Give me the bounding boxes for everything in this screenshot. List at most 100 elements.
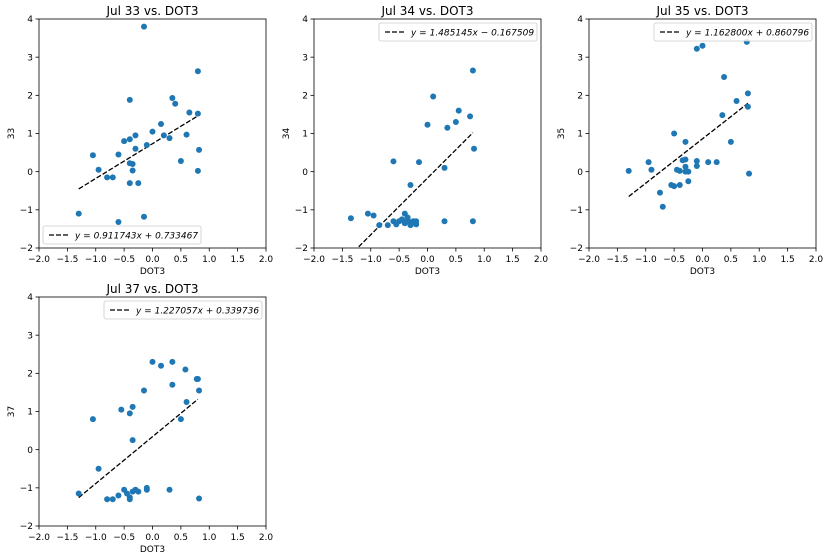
y-tick-label: 2 [577,92,583,102]
data-point [705,159,712,166]
chart-svg: Jul 34 vs. DOT3 −2.0 −1.5 −1.0 −0.5 0.0 0.5 1.0… [282,4,549,277]
data-point [95,465,102,472]
data-point [169,381,176,388]
y-axis-label: 33 [7,128,17,139]
data-point [733,98,740,105]
chart-svg: Jul 37 vs. DOT3 −2.0 −1.5 −1.0 −0.5 0.0 0.5 1.0… [7,282,274,555]
axes-frame [38,296,267,527]
axes-frame [38,18,267,249]
data-point [713,159,720,166]
x-tick-label: 0.5 [174,533,188,543]
axes-frame [313,18,542,249]
x-tick-label: −2.0 [28,533,50,543]
data-point [194,167,201,174]
chart-title: Jul 34 vs. DOT3 [380,4,473,18]
data-point [721,74,728,81]
data-point [140,23,147,30]
data-point [469,218,476,225]
data-point [441,218,448,225]
x-tick-label: 2.0 [809,255,824,265]
data-point [347,215,354,222]
y-tick-label: 2 [27,92,33,102]
x-tick-label: −2.0 [28,255,50,265]
x-tick-label: 0.0 [420,255,435,265]
data-point [89,416,96,423]
data-point [129,167,136,174]
data-point [135,488,142,495]
data-point [452,119,459,126]
data-point [132,145,139,152]
x-tick-label: 1.0 [202,533,217,543]
data-point [104,496,111,503]
x-tick-label: −1.0 [635,255,657,265]
data-point [95,166,102,173]
y-tick-label: 1 [577,130,583,140]
legend: y = 1.485145x − 0.167509 [378,22,538,42]
fit-line [78,115,199,190]
fit-line [628,102,749,198]
data-point [194,68,201,75]
y-tick-label: −1 [295,206,308,216]
y-tick-label: 3 [27,331,33,341]
data-point [166,135,173,142]
y-tick-label: 0 [302,168,308,178]
x-tick-label: 1.0 [477,255,492,265]
x-tick-label: −2.0 [303,255,325,265]
data-point [744,90,751,97]
y-tick-label: 1 [302,130,308,140]
x-tick-label: −0.5 [663,255,685,265]
data-point [469,67,476,74]
x-axis-label: DOT3 [140,545,165,555]
data-point [648,166,655,173]
data-point [118,406,125,413]
data-point [441,164,448,171]
data-point [685,178,692,185]
y-tick-label: 3 [27,53,33,63]
data-point [645,159,652,166]
x-tick-label: 0.5 [174,255,188,265]
x-tick-label: 0.0 [695,255,710,265]
data-point [656,189,663,196]
data-point [140,387,147,394]
x-tick-label: 2.0 [259,533,274,543]
data-point [693,162,700,169]
data-point [676,182,683,189]
y-tick-label: 2 [27,370,33,380]
y-tick-label: −2 [20,522,33,532]
x-tick-label: 2.0 [534,255,549,265]
x-tick-label: −1.0 [360,255,382,265]
legend: y = 1.162800x + 0.860796 [653,22,813,42]
chart-title: Jul 33 vs. DOT3 [105,4,198,18]
x-tick-label: 0.5 [449,255,463,265]
y-tick-label: 0 [577,168,583,178]
x-tick-label: −1.5 [606,255,628,265]
data-point [407,222,414,229]
data-point [166,486,173,493]
y-tick-label: −1 [20,484,33,494]
data-point [143,141,150,148]
legend-label: y = 1.162800x + 0.860796 [685,29,809,39]
data-point [149,128,156,135]
data-point [143,484,150,491]
data-point [183,398,190,405]
data-point [75,210,82,217]
data-point [693,157,700,164]
data-point [682,138,689,145]
fit-line [356,132,474,248]
legend: y = 1.227057x + 0.339736 [103,300,263,320]
data-point [719,112,726,119]
data-point [186,109,193,116]
data-point [126,410,133,417]
y-tick-label: 4 [302,15,308,25]
data-point [364,210,371,217]
x-tick-label: 1.5 [230,533,244,543]
x-tick-label: 1.5 [780,255,794,265]
x-tick-label: −1.0 [85,533,107,543]
x-tick-label: 0.5 [724,255,738,265]
data-point [682,163,689,170]
fit-line [78,398,199,499]
y-tick-label: 2 [302,92,308,102]
data-point [177,416,184,423]
data-point [693,45,700,52]
data-point [121,138,128,145]
